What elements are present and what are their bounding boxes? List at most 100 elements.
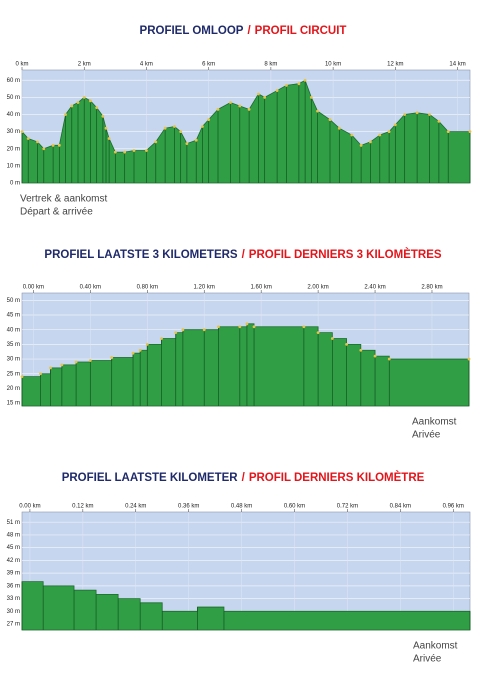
x-tick-label: 0.72 km <box>337 504 358 510</box>
x-tick-label: 4 km <box>140 62 153 68</box>
y-tick-label: 45 m <box>7 545 20 551</box>
x-tick-label: 0.24 km <box>125 504 146 510</box>
x-tick-label: 0 km <box>15 62 28 68</box>
elevation-point <box>387 130 391 134</box>
elevation-point <box>145 342 149 346</box>
annotation: Aankomst <box>412 417 457 428</box>
elevation-point <box>95 106 99 110</box>
elevation-point <box>64 113 67 116</box>
annotation: Aankomst <box>413 641 458 652</box>
elevation-point <box>101 114 105 118</box>
elevation-point <box>201 125 204 128</box>
x-tick-label: 0.80 km <box>137 285 158 291</box>
elevation-point <box>138 348 142 352</box>
y-tick-label: 33 m <box>7 596 20 602</box>
elevation-point <box>303 78 307 82</box>
x-tick-label: 10 km <box>325 62 341 68</box>
y-tick-label: 51 m <box>7 520 20 526</box>
x-tick-label: 8 km <box>264 62 277 68</box>
elevation-point <box>297 82 301 86</box>
elevation-point <box>359 348 363 352</box>
y-tick-label: 30 m <box>7 609 20 615</box>
y-tick-label: 25 m <box>7 371 20 377</box>
elevation-point <box>238 104 242 108</box>
y-tick-label: 15 m <box>7 401 20 407</box>
chart-title: PROFIEL LAATSTE 3 KILOMETERS / PROFIL DERN… <box>44 248 441 261</box>
elevation-point <box>302 325 306 329</box>
y-tick-label: 40 m <box>7 327 20 333</box>
elevation-point <box>446 130 450 134</box>
title-separator: / <box>242 249 246 261</box>
y-tick-label: 27 m <box>7 622 20 628</box>
elevation-point <box>216 107 220 111</box>
elevation-point <box>245 322 249 326</box>
y-tick-label: 10 m <box>7 163 20 169</box>
elevation-area <box>21 581 471 631</box>
x-tick-label: 0.12 km <box>72 504 93 510</box>
elevation-point <box>185 142 189 146</box>
elevation-point <box>113 150 117 154</box>
y-tick-label: 60 m <box>7 78 20 84</box>
elevation-point <box>173 125 176 128</box>
x-tick-label: 1.20 km <box>194 285 215 291</box>
x-tick-label: 2.00 km <box>307 285 328 291</box>
x-tick-label: 0.36 km <box>178 504 199 510</box>
x-tick-label: 0.84 km <box>390 504 411 510</box>
x-tick-label: 2.40 km <box>364 285 385 291</box>
elevation-point <box>309 95 313 99</box>
elevation-point <box>26 137 30 140</box>
y-tick-label: 50 m <box>7 298 20 304</box>
annotation: Départ & arrivée <box>20 207 93 218</box>
elevation-point <box>359 143 363 147</box>
x-tick-label: 14 km <box>449 62 465 68</box>
x-tick-label: 6 km <box>202 62 215 68</box>
y-tick-label: 48 m <box>7 532 20 538</box>
annotation: Arivée <box>413 654 442 665</box>
elevation-point <box>174 331 178 335</box>
annotation: Arivée <box>412 430 441 441</box>
title-fr: PROFIL CIRCUIT <box>255 25 347 37</box>
elevation-point <box>337 126 341 130</box>
elevation-point <box>123 150 127 154</box>
y-tick-label: 36 m <box>7 583 20 589</box>
x-tick-label: 0.00 km <box>23 285 44 291</box>
elevation-point <box>181 328 185 332</box>
elevation-point <box>369 140 372 144</box>
elevation-point <box>145 149 148 152</box>
y-tick-label: 30 m <box>7 129 20 135</box>
y-tick-label: 39 m <box>7 571 20 577</box>
title-nl: PROFIEL OMLOOP <box>140 25 244 37</box>
elevation-point <box>104 126 108 130</box>
elevation-point <box>238 325 242 329</box>
title-separator: / <box>247 25 251 37</box>
chart-title: PROFIEL OMLOOP / PROFIL CIRCUIT <box>140 25 347 37</box>
elevation-point <box>217 325 220 329</box>
elevation-point <box>415 111 419 115</box>
elevation-point <box>328 118 332 122</box>
elevation-point <box>468 130 472 134</box>
title-fr: PROFIL DERNIERS 3 KILOMÈTRES <box>249 248 442 261</box>
elevation-point <box>229 101 232 104</box>
elevation-point <box>42 147 46 151</box>
elevation-point <box>160 337 163 340</box>
elevation-point <box>350 133 354 137</box>
elevation-point <box>57 143 61 147</box>
x-tick-label: 1.60 km <box>250 285 271 291</box>
x-tick-label: 0.96 km <box>443 504 464 510</box>
elevation-point <box>467 357 471 361</box>
elevation-point <box>154 140 158 144</box>
elevation-point <box>252 325 256 329</box>
y-tick-label: 50 m <box>7 95 20 101</box>
x-tick-label: 0.40 km <box>80 285 101 291</box>
x-tick-label: 2.80 km <box>421 285 442 291</box>
elevation-point <box>20 375 24 379</box>
title-separator: / <box>242 472 246 484</box>
x-tick-label: 12 km <box>387 62 403 68</box>
elevation-point <box>345 342 348 346</box>
elevation-point <box>20 130 24 134</box>
elevation-point <box>194 138 198 142</box>
elevation-point <box>51 143 55 147</box>
title-nl: PROFIEL LAATSTE KILOMETER <box>62 472 239 484</box>
elevation-point <box>393 123 397 127</box>
